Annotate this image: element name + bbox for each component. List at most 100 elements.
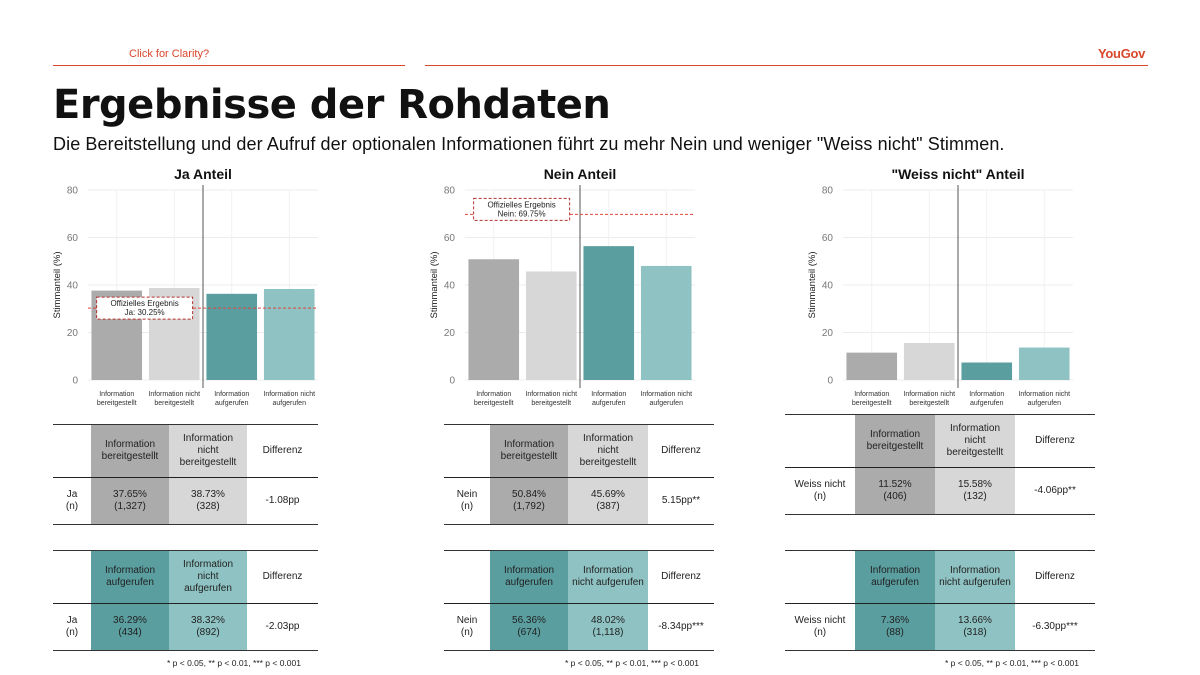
x-tick-label: aufgerufen [1028, 400, 1062, 407]
y-tick-label: 80 [822, 186, 834, 197]
chart-weiss-nicht-anteil: "Weiss nicht" Anteil 0 20 40 60 80 Stimmanteil… [807, 166, 1073, 407]
bar-aufgerufen [206, 293, 258, 380]
table-nein-bereitgestellt: Information bereitgestellt Information n… [444, 424, 714, 525]
header-nicht-aufgerufen: Information nicht aufgerufen [568, 550, 648, 604]
row-label: Weiss nicht (n) [794, 615, 846, 638]
clarity-link[interactable]: Click for Clarity? [129, 48, 210, 60]
header-bereitgestellt: Information bereitgestellt [91, 424, 169, 478]
cell-differenz: -8.34pp*** [658, 621, 704, 632]
header-differenz: Differenz [661, 445, 701, 456]
cell-bereitgestellt: 11.52% (406) [855, 467, 935, 515]
cell-differenz: -4.06pp** [1034, 485, 1076, 496]
y-tick-label: 40 [444, 281, 456, 292]
row-label: Weiss nicht (n) [794, 479, 846, 502]
table-corner [444, 551, 490, 604]
cell-nicht-aufgerufen: 38.32% (892) [169, 603, 247, 651]
cell-differenz: -2.03pp [265, 621, 300, 632]
header-nicht-bereitgestellt: Information nicht bereitgestellt [169, 424, 247, 478]
cell-bereitgestellt: 37.65% (1,327) [91, 477, 169, 525]
row-label: Ja (n) [65, 489, 79, 512]
cell-bereitgestellt: 50.84% (1,792) [490, 477, 568, 525]
official-result-box [96, 296, 194, 320]
x-tick-label: Information nicht [263, 391, 315, 398]
table-corner [785, 415, 855, 468]
chart-nein-anteil: Nein Anteil 0 20 40 60 80 Stimmanteil (%) Infor… [429, 166, 695, 407]
x-tick-label: bereitgestellt [154, 400, 194, 407]
x-tick-label: aufgerufen [215, 400, 249, 407]
official-result-box [473, 197, 571, 221]
header-differenz: Differenz [1035, 435, 1075, 446]
bar-bereitgestellt [846, 352, 898, 380]
y-axis-label: Stimmanteil (%) [807, 251, 818, 318]
chart-ja-anteil: Ja Anteil 0 20 40 60 80 Stimmanteil (%) Informa… [52, 166, 318, 407]
table-ja-aufgerufen: Information aufgerufen Information nicht… [53, 550, 318, 651]
cell-aufgerufen: 36.29% (434) [91, 603, 169, 651]
official-result-value: Nein: 69.75% [498, 209, 546, 218]
bar-nicht-bereitgestellt [525, 271, 577, 380]
y-axis-label: Stimmanteil (%) [52, 251, 63, 318]
row-label: Nein (n) [456, 615, 478, 638]
x-tick-label: bereitgestellt [97, 400, 137, 407]
footnote-significance: * p < 0.05, ** p < 0.01, *** p < 0.001 [167, 658, 301, 668]
header-nicht-bereitgestellt: Information nicht bereitgestellt [935, 414, 1015, 468]
cell-aufgerufen: 56.36% (674) [490, 603, 568, 651]
table-corner [444, 425, 490, 478]
header-nicht-aufgerufen: Information nicht aufgerufen [169, 550, 247, 604]
table-corner [53, 551, 91, 604]
header-aufgerufen: Information aufgerufen [91, 550, 169, 604]
header-bereitgestellt: Information bereitgestellt [855, 414, 935, 468]
x-tick-label: aufgerufen [273, 400, 307, 407]
x-tick-label: bereitgestellt [531, 400, 571, 407]
official-result-label: Offizielles Ergebnis [487, 200, 555, 209]
x-tick-label: Information nicht [148, 391, 200, 398]
header-nicht-aufgerufen: Information nicht aufgerufen [935, 550, 1015, 604]
header-aufgerufen: Information aufgerufen [855, 550, 935, 604]
x-tick-label: bereitgestellt [474, 400, 514, 407]
x-tick-label: Information nicht [640, 391, 692, 398]
y-tick-label: 80 [67, 186, 79, 197]
cell-differenz: -1.08pp [265, 495, 300, 506]
bar-nicht-aufgerufen [263, 288, 315, 380]
x-tick-label: Information nicht [903, 391, 955, 398]
x-tick-label: Information [99, 391, 134, 398]
y-tick-label: 0 [449, 376, 455, 387]
y-tick-label: 60 [444, 233, 456, 244]
header-rule-right [425, 65, 1148, 66]
header-differenz: Differenz [661, 571, 701, 582]
page-title: Ergebnisse der Rohdaten [53, 82, 611, 128]
y-tick-label: 60 [67, 233, 79, 244]
table-weiss-nicht-aufgerufen: Information aufgerufen Information nicht… [785, 550, 1095, 651]
y-tick-label: 20 [444, 328, 456, 339]
bar-nicht-bereitgestellt [903, 342, 955, 380]
cell-nicht-aufgerufen: 48.02% (1,118) [568, 603, 648, 651]
official-result-label: Offizielles Ergebnis [110, 299, 178, 308]
y-tick-label: 20 [822, 328, 834, 339]
x-tick-label: Information [969, 391, 1004, 398]
x-tick-label: bereitgestellt [909, 400, 949, 407]
y-tick-label: 80 [444, 186, 456, 197]
official-result-value: Ja: 30.25% [125, 308, 165, 317]
y-axis-label: Stimmanteil (%) [429, 251, 440, 318]
row-label: Nein (n) [456, 489, 478, 512]
cell-differenz: 5.15pp** [661, 495, 701, 506]
x-tick-label: Information [476, 391, 511, 398]
cell-nicht-aufgerufen: 13.66% (318) [935, 603, 1015, 651]
bar-nicht-aufgerufen [640, 265, 692, 380]
x-tick-label: Information nicht [525, 391, 577, 398]
header-differenz: Differenz [1035, 571, 1075, 582]
bar-aufgerufen [961, 362, 1013, 380]
y-tick-label: 20 [67, 328, 79, 339]
footnote-significance: * p < 0.05, ** p < 0.01, *** p < 0.001 [945, 658, 1079, 668]
bar-nicht-aufgerufen [1018, 347, 1070, 380]
header-nicht-bereitgestellt: Information nicht bereitgestellt [568, 424, 648, 478]
chart-title: "Weiss nicht" Anteil [891, 166, 1024, 182]
cell-aufgerufen: 7.36% (88) [855, 603, 935, 651]
footnote-significance: * p < 0.05, ** p < 0.01, *** p < 0.001 [565, 658, 699, 668]
table-weiss-nicht-bereitgestellt: Information bereitgestellt Information n… [785, 414, 1095, 515]
page-subtitle: Die Bereitstellung und der Aufruf der op… [53, 134, 1005, 154]
cell-nicht-bereitgestellt: 38.73% (328) [169, 477, 247, 525]
table-nein-aufgerufen: Information aufgerufen Information nicht… [444, 550, 714, 651]
table-corner [785, 551, 855, 604]
x-tick-label: aufgerufen [650, 400, 684, 407]
table-corner [53, 425, 91, 478]
